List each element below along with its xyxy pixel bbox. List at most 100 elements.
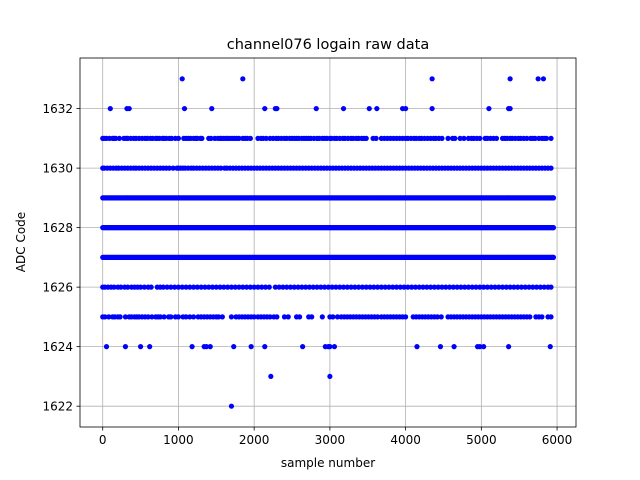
data-point [240,76,246,82]
data-point [416,284,422,290]
data-point [285,314,291,320]
data-point [164,284,170,290]
data-point [313,105,319,112]
data-point [461,135,467,141]
data-point [547,344,553,350]
data-point [102,314,108,320]
y-axis-label: ADC Code [14,212,28,272]
data-point [206,284,212,290]
data-point [526,284,532,290]
data-point [424,284,430,290]
data-point [236,284,242,290]
data-point [405,284,411,290]
y-tick-label: 1626 [42,280,73,294]
data-point [499,284,506,290]
data-point [397,284,403,290]
chart-title: channel076 logain raw data [227,37,429,53]
data-point [299,284,305,290]
data-point [137,284,144,290]
data-point [145,314,151,320]
data-point [477,135,483,141]
data-point [179,76,185,82]
data-point [321,284,328,290]
data-point [175,135,182,141]
data-point [403,314,409,320]
data-point [111,284,117,290]
data-point [263,135,269,141]
data-point [251,314,257,320]
data-point [458,284,464,290]
data-point [541,284,547,290]
data-point [221,284,227,290]
data-point [366,105,372,112]
data-point [190,314,197,320]
data-point [488,284,494,290]
data-point [175,314,182,320]
data-point [359,284,366,290]
data-point [524,135,530,141]
data-point [337,284,343,290]
data-point [534,284,540,290]
data-point [543,135,550,141]
data-point [331,344,338,350]
data-point [527,314,533,320]
data-point [318,284,324,290]
data-point [446,284,453,290]
data-point [183,314,189,320]
data-point [310,284,316,290]
data-point [374,105,380,112]
data-point [122,314,129,320]
data-point [175,284,182,290]
data-point [378,284,384,290]
data-point [367,284,373,290]
data-point [190,284,197,290]
y-tick-label: 1622 [42,399,73,413]
x-tick-label: 6000 [542,433,573,447]
x-tick-label: 3000 [315,433,346,447]
data-point [428,284,434,290]
data-point [228,284,235,290]
data-point [375,314,381,320]
data-point [181,105,188,112]
x-axis-label: sample number [281,456,375,470]
data-point [481,284,487,290]
data-point [352,284,358,290]
data-point [340,284,347,290]
data-point [118,284,124,290]
data-point [473,284,479,290]
data-point [481,344,487,350]
data-point [386,284,392,290]
data-point [550,254,556,260]
data-point [507,105,513,112]
data-point [125,284,131,290]
data-point [469,284,475,290]
data-point [496,284,502,290]
data-point [172,284,178,290]
data-point [187,284,193,290]
data-point [103,344,110,350]
data-point [462,284,468,290]
data-point [300,344,306,350]
data-point [429,76,435,82]
data-point [284,284,290,290]
data-point [198,284,204,290]
data-point [240,284,246,290]
x-tick-label: 0 [99,433,107,447]
data-point [267,314,273,320]
data-point [375,284,381,290]
data-point [306,284,313,290]
data-point [465,284,472,290]
data-point [548,135,554,141]
data-point [170,165,176,171]
data-point [280,284,286,290]
data-point [169,135,175,141]
data-point [373,135,379,141]
data-point [251,284,257,290]
data-point [157,314,163,320]
data-point [401,284,407,290]
data-point [262,105,268,112]
data-point [330,314,336,320]
data-point [309,314,315,320]
data-point [503,284,509,290]
data-point [272,284,278,290]
